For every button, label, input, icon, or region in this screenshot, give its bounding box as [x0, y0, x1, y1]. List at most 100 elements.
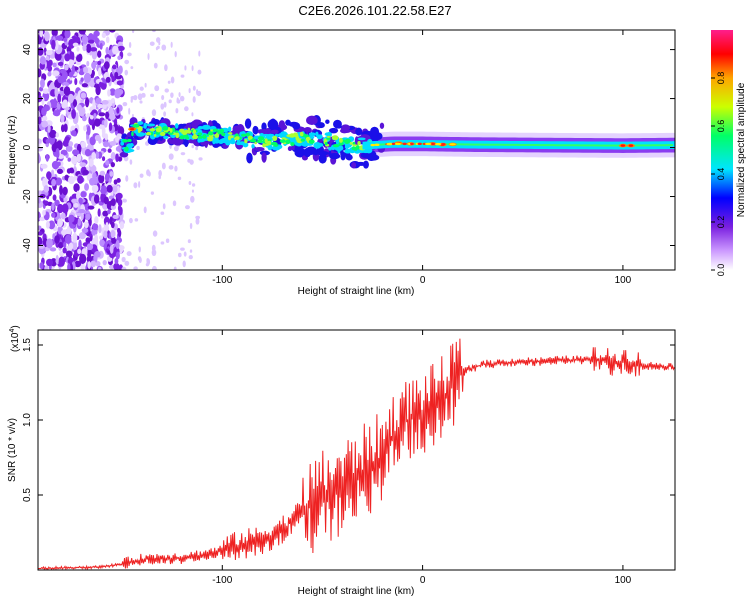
- noise-speckle: [188, 254, 193, 260]
- ridge-blob: [256, 139, 263, 144]
- noise-speckle: [172, 200, 177, 207]
- noise-speckle: [82, 44, 87, 52]
- ridge-blob: [344, 144, 350, 150]
- noise-speckle: [104, 172, 110, 182]
- noise-speckle: [87, 261, 91, 270]
- ridge-blob: [146, 123, 156, 127]
- noise-speckle: [122, 198, 127, 203]
- noise-speckle: [68, 38, 76, 49]
- noise-speckle: [198, 50, 201, 57]
- noise-speckle: [49, 247, 57, 252]
- ridge-blob: [122, 139, 128, 143]
- noise-speckle: [105, 221, 109, 231]
- noise-speckle: [178, 92, 181, 98]
- noise-speckle: [93, 118, 101, 127]
- noise-speckle: [134, 218, 139, 222]
- noise-speckle: [143, 206, 147, 214]
- ridge-blob: [270, 129, 279, 134]
- ridge-blob: [218, 128, 225, 133]
- ridge-blob: [145, 131, 152, 136]
- noise-speckle: [189, 159, 194, 165]
- noise-speckle: [89, 115, 94, 120]
- noise-speckle: [64, 53, 71, 62]
- noise-speckle: [93, 194, 100, 204]
- noise-speckle: [40, 78, 45, 89]
- noise-speckle: [76, 46, 80, 52]
- ridge-hotspot: [391, 142, 396, 146]
- noise-speckle: [121, 266, 127, 270]
- noise-speckle: [98, 112, 106, 117]
- noise-speckle: [130, 66, 134, 70]
- noise-speckle: [97, 50, 102, 58]
- noise-speckle: [180, 152, 186, 156]
- noise-speckle: [84, 183, 89, 191]
- noise-speckle: [168, 153, 174, 160]
- ridge-blob: [197, 126, 204, 130]
- noise-speckle: [69, 50, 74, 61]
- noise-speckle: [110, 229, 116, 239]
- noise-speckle: [97, 60, 102, 66]
- ridge-hotspot: [449, 143, 456, 146]
- ridge-blob: [338, 137, 343, 143]
- noise-speckle: [77, 175, 84, 184]
- noise-speckle: [154, 85, 160, 92]
- ridge-blob: [228, 135, 234, 139]
- ridge-blob: [174, 123, 179, 129]
- noise-speckle: [110, 204, 117, 210]
- ridge-blob: [187, 127, 191, 131]
- ridge-blob: [339, 128, 349, 134]
- noise-speckle: [39, 216, 46, 222]
- spectrogram-panel: -100 0 100 -40 -20 0 20 40 Height of straight …: [7, 29, 676, 297]
- noise-speckle: [38, 138, 42, 144]
- noise-speckle: [91, 61, 97, 70]
- ridge-blob: [225, 139, 231, 146]
- noise-speckle: [42, 209, 46, 216]
- noise-speckle: [88, 217, 92, 227]
- noise-speckle: [62, 81, 70, 87]
- noise-speckle: [108, 106, 114, 116]
- spectrogram-y-tick-label: -40: [22, 238, 33, 253]
- noise-speckle: [184, 65, 187, 71]
- noise-speckle: [112, 185, 118, 193]
- noise-speckle: [116, 192, 123, 200]
- noise-speckle: [48, 59, 53, 67]
- noise-speckle: [52, 70, 60, 77]
- ridge-blob: [344, 138, 351, 144]
- noise-speckle: [187, 239, 191, 244]
- noise-speckle: [103, 196, 109, 205]
- noise-speckle: [122, 102, 128, 107]
- noise-speckle: [57, 61, 64, 66]
- noise-speckle: [116, 133, 122, 138]
- noise-speckle: [72, 99, 78, 108]
- ridge-hotspot: [374, 143, 379, 147]
- noise-speckle: [95, 260, 101, 267]
- ridge-blob: [162, 126, 169, 131]
- noise-speckle: [180, 247, 185, 251]
- noise-speckle: [109, 30, 116, 33]
- ridge-blob: [294, 144, 299, 155]
- colorbar-tick-label: 0.4: [716, 168, 726, 181]
- noise-speckle: [151, 265, 157, 270]
- ridge-blob: [138, 126, 143, 132]
- noise-speckle: [38, 115, 42, 125]
- noise-speckle: [158, 41, 161, 46]
- noise-speckle: [98, 137, 102, 144]
- noise-speckle: [54, 40, 59, 51]
- noise-speckle: [148, 171, 151, 177]
- noise-speckle: [81, 227, 89, 233]
- noise-speckle: [147, 53, 150, 61]
- noise-speckle: [52, 98, 58, 109]
- ridge-blob: [308, 132, 316, 137]
- ridge-blob: [202, 134, 207, 139]
- noise-speckle: [60, 114, 65, 123]
- noise-speckle: [170, 76, 175, 84]
- noise-speckle: [101, 156, 106, 162]
- ridge-blob: [264, 138, 268, 144]
- ridge-blob: [143, 122, 147, 129]
- noise-speckle: [75, 95, 80, 101]
- noise-speckle: [141, 92, 146, 98]
- noise-speckle: [46, 258, 54, 267]
- noise-speckle: [86, 243, 94, 251]
- noise-speckle: [117, 198, 123, 207]
